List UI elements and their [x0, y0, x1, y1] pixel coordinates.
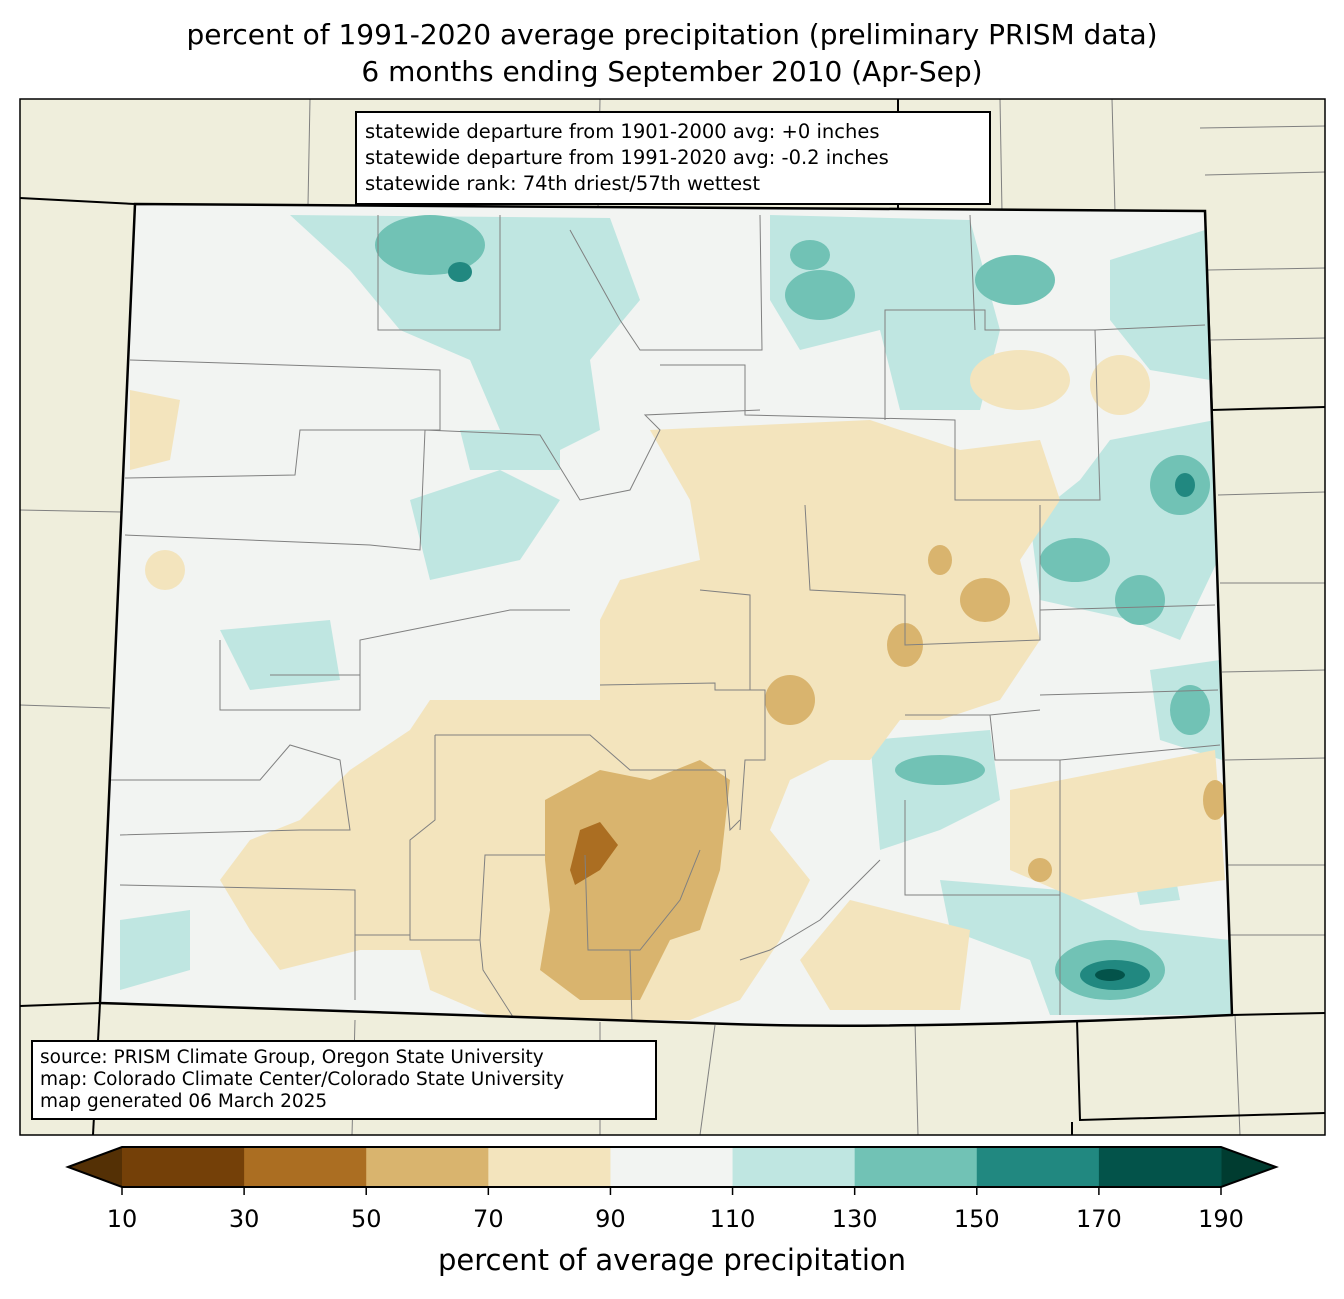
stats-departure-1991-2020: statewide departure from 1991-2020 avg: …	[365, 146, 889, 169]
colorbar-tick-label: 90	[595, 1205, 626, 1233]
stats-rank: statewide rank: 74th driest/57th wettest	[365, 172, 760, 195]
colorbar-tick-label: 130	[831, 1205, 878, 1233]
colorbar-tick-label: 50	[350, 1205, 382, 1233]
map-frame	[19, 98, 1326, 1136]
colorbar-label: percent of average precipitation	[437, 1243, 907, 1277]
colorbar-bin	[1098, 1147, 1222, 1187]
map-credit-line: map: Colorado Climate Center/Colorado St…	[40, 1069, 565, 1090]
colorbar-bin	[976, 1147, 1100, 1187]
colorbar-tick-label: 150	[953, 1205, 1000, 1233]
colorbar-tick-label: 170	[1075, 1205, 1122, 1233]
colorbar-tick-label: 190	[1198, 1205, 1244, 1233]
colorbar-extend-low	[68, 1147, 122, 1187]
colorbar-bin	[610, 1147, 734, 1187]
source-box: source: PRISM Climate Group, Oregon Stat…	[31, 1040, 657, 1120]
colorbar-bin	[854, 1147, 978, 1187]
colorbar-bin	[122, 1147, 245, 1187]
colorbar-bin	[366, 1147, 489, 1187]
colorbar-bin	[488, 1147, 611, 1187]
stats-departure-1901-2000: statewide departure from 1901-2000 avg: …	[365, 120, 880, 143]
map-title-line2: 6 months ending September 2010 (Apr-Sep)	[361, 55, 983, 88]
county-lines	[110, 214, 1221, 1023]
map-title-line1: percent of 1991-2020 average precipitati…	[186, 18, 1158, 51]
statewide-stats-box: statewide departure from 1901-2000 avg: …	[355, 111, 991, 205]
colorbar-tick-label: 10	[106, 1205, 138, 1233]
generated-date-line: map generated 06 March 2025	[40, 1091, 328, 1112]
colorbar-extend-high	[1221, 1147, 1276, 1187]
colorado-border	[98, 202, 1234, 1027]
colorbar-tick-label: 30	[228, 1205, 260, 1233]
colorbar-bin	[244, 1147, 367, 1187]
colorbar-tick-label: 110	[709, 1205, 756, 1233]
colorbar	[65, 1146, 1279, 1195]
source-line: source: PRISM Climate Group, Oregon Stat…	[40, 1047, 544, 1068]
colorbar-bin	[732, 1147, 856, 1187]
colorbar-tick-label: 70	[473, 1205, 504, 1233]
